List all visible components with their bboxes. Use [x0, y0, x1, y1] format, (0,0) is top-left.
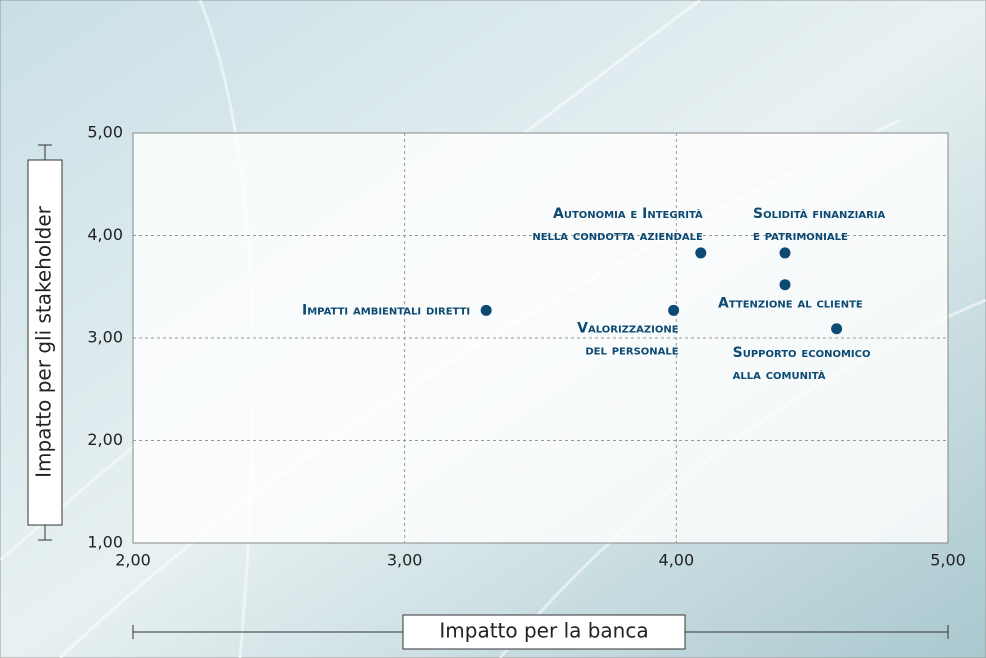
point-label: Autonomia e Integrità — [553, 206, 703, 222]
point-label: del personale — [585, 342, 678, 358]
x-axis-title: Impatto per la banca — [439, 619, 648, 643]
y-tick-label: 5,00 — [87, 123, 123, 142]
point-label: Impatti ambientali diretti — [302, 302, 470, 318]
point — [779, 247, 791, 259]
point — [480, 304, 492, 316]
point-label: e patrimoniale — [753, 228, 848, 244]
y-axis-title: Impatto per gli stakeholder — [32, 205, 56, 478]
y-tick-label: 4,00 — [87, 225, 123, 244]
y-tick-label: 3,00 — [87, 328, 123, 347]
point — [695, 247, 707, 259]
point-label: Attenzione al cliente — [718, 296, 863, 312]
point-label: Solidità finanziaria — [753, 206, 886, 222]
point-label: nella condotta aziendale — [532, 228, 703, 244]
x-tick-label: 5,00 — [930, 551, 966, 570]
point-label: alla comunità — [733, 367, 826, 383]
y-tick-label: 1,00 — [87, 533, 123, 552]
point — [668, 304, 680, 316]
x-title-box — [402, 614, 686, 650]
point — [831, 323, 843, 335]
point-label: Valorizzazione — [577, 320, 679, 336]
y-title-box — [27, 159, 63, 526]
x-tick-label: 3,00 — [387, 551, 423, 570]
x-tick-label: 4,00 — [659, 551, 695, 570]
point-label: Supporto economico — [733, 345, 871, 361]
x-tick-label: 2,00 — [115, 551, 151, 570]
y-tick-label: 2,00 — [87, 430, 123, 449]
point — [779, 279, 791, 291]
